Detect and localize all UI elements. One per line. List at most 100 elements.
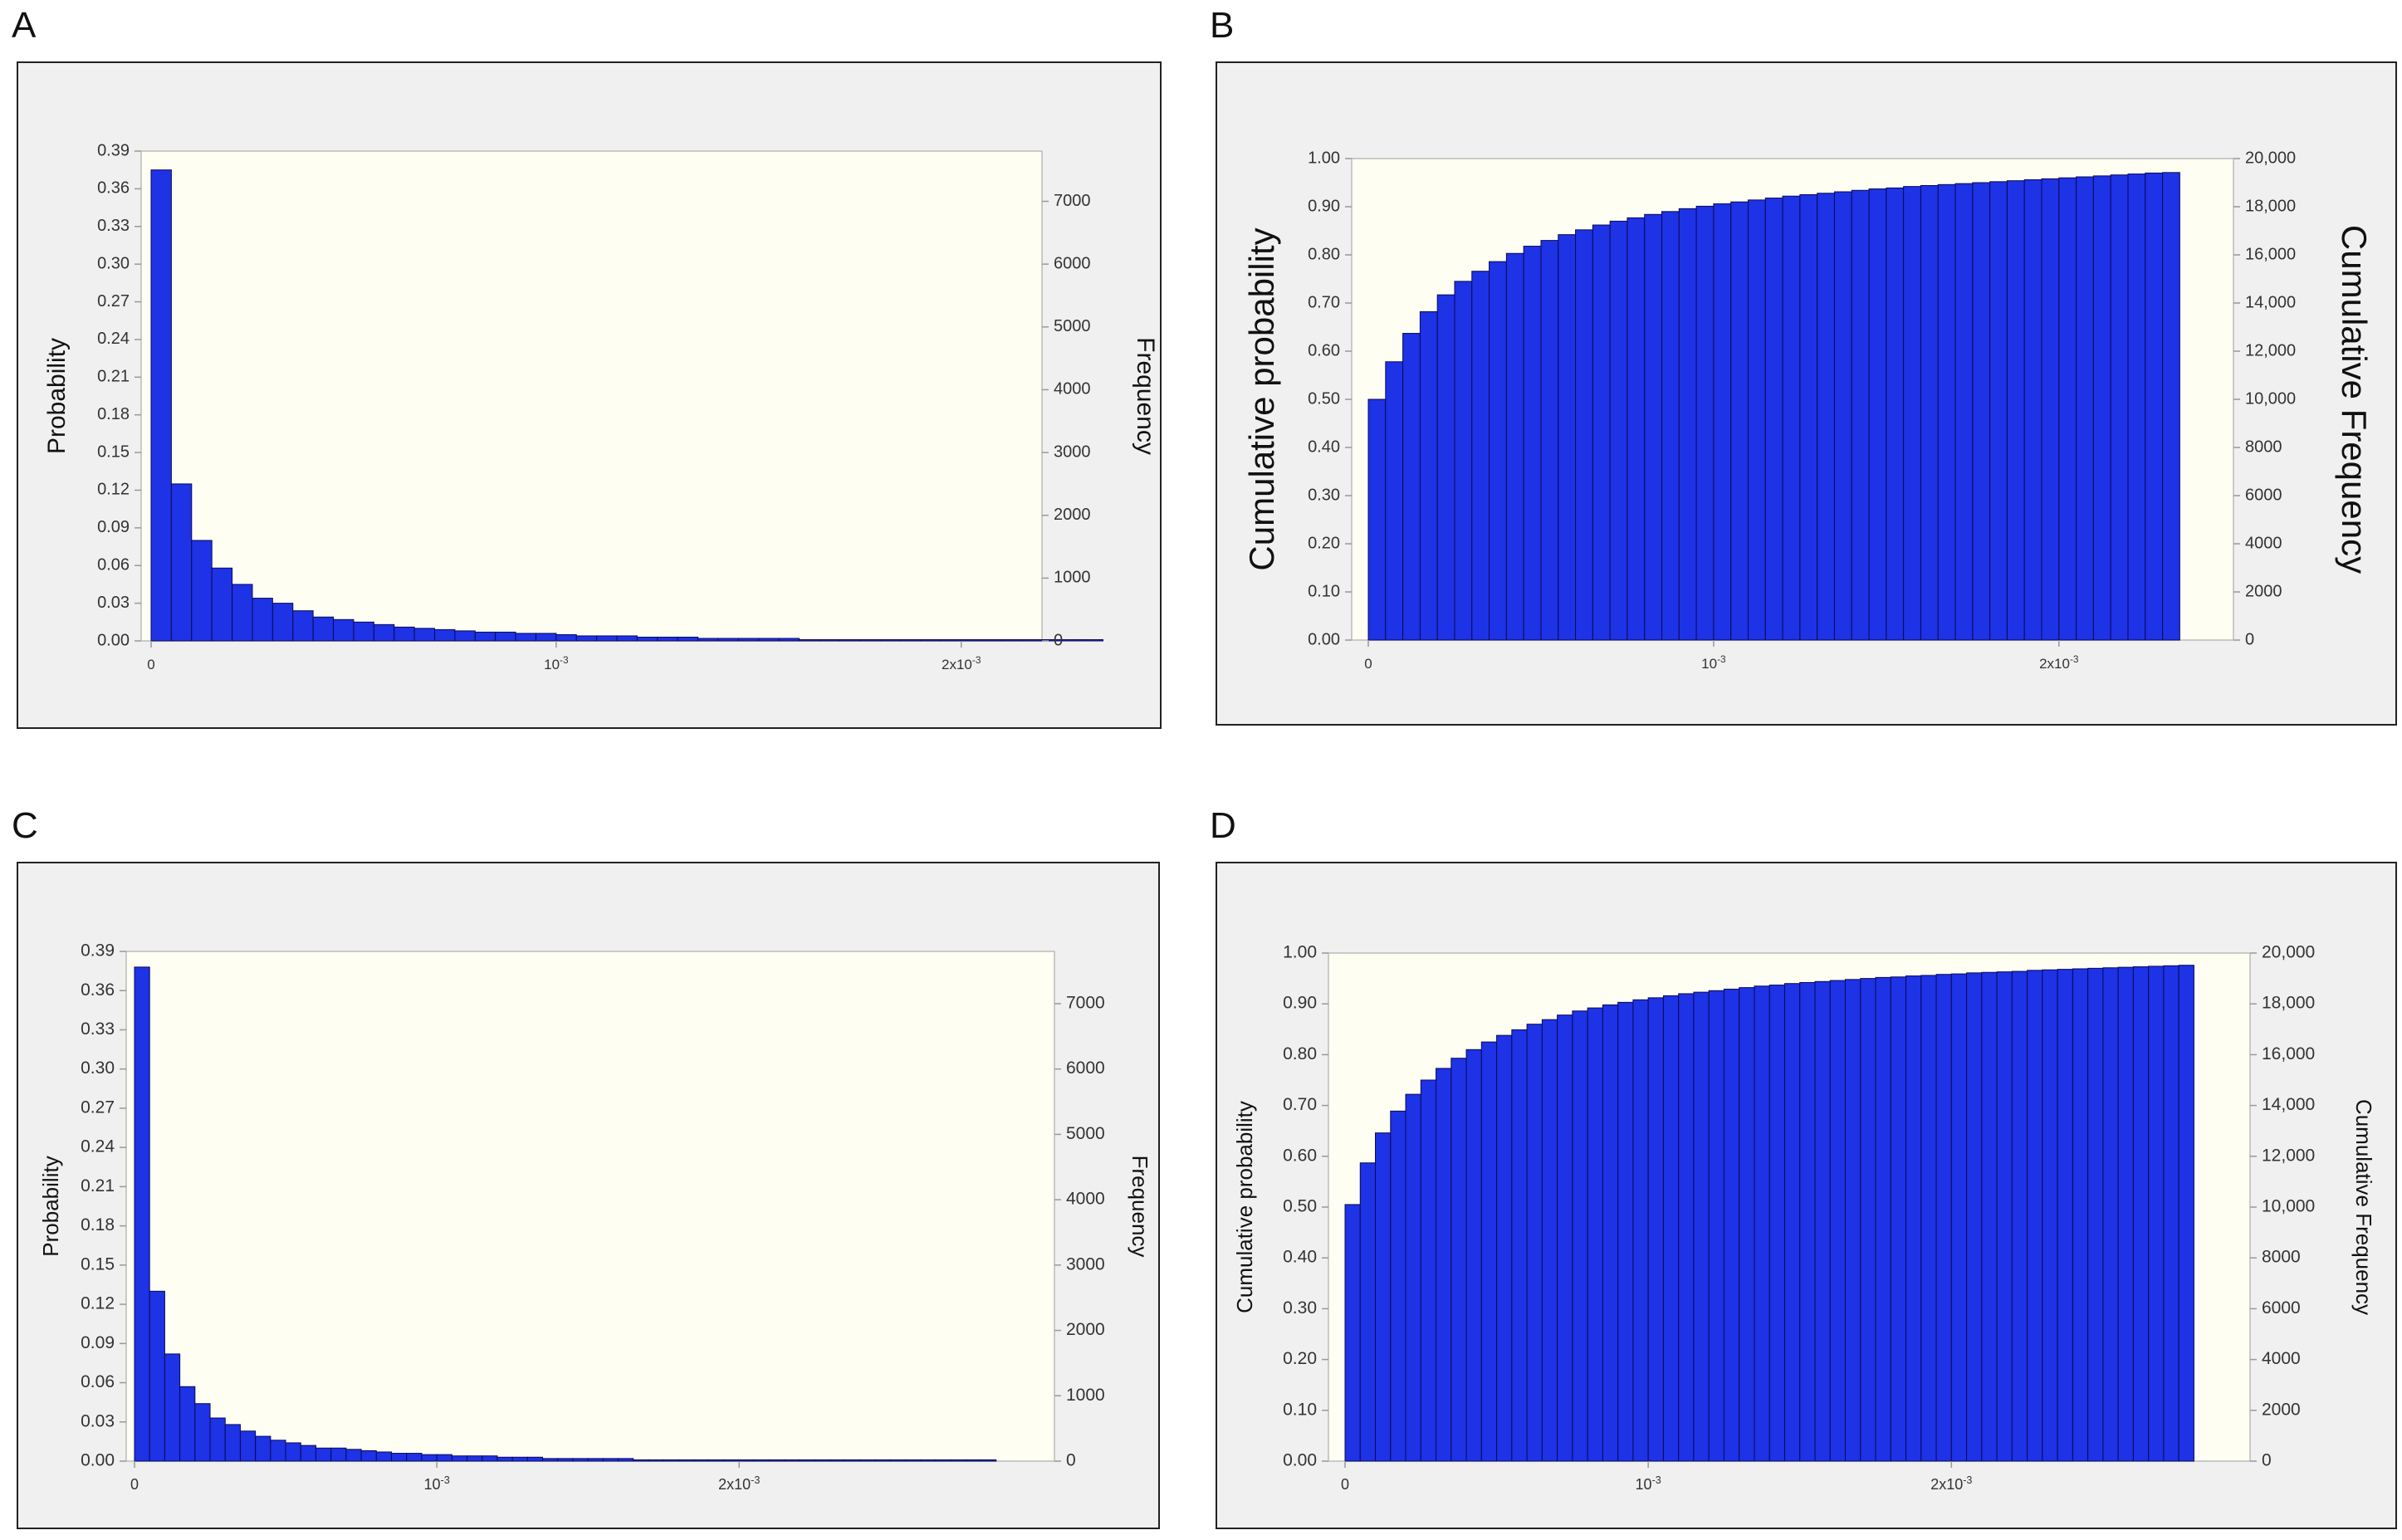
histogram-bar [134, 966, 150, 1462]
histogram-bar [2076, 176, 2094, 641]
histogram-bar [451, 1455, 468, 1462]
histogram-bar [738, 1459, 755, 1462]
y2-tick-label: 3000 [1054, 442, 1091, 461]
histogram-bar [879, 638, 902, 642]
histogram-bar [965, 1459, 982, 1462]
y-tick-label: 0.50 [1283, 1197, 1317, 1216]
histogram-bar [1644, 213, 1663, 641]
histogram-bar [1402, 333, 1421, 641]
x-tick-label: 0 [1364, 656, 1372, 672]
histogram-bar [697, 638, 719, 642]
histogram-bar [575, 635, 598, 642]
histogram-bar [950, 1459, 966, 1462]
histogram-bar [1617, 1001, 1634, 1462]
y-tick-label: 0.39 [81, 941, 115, 961]
histogram-bar [1557, 1014, 1573, 1462]
x-tick-label: 10-3 [544, 654, 569, 672]
x-tick-label: 2x10-3 [942, 654, 981, 672]
histogram-bar [1511, 1029, 1528, 1462]
histogram-bar [1575, 229, 1593, 641]
histogram-bar [2163, 965, 2179, 1462]
histogram-bar [1632, 999, 1649, 1462]
y2-tick-label: 12,000 [2262, 1146, 2315, 1165]
y-tick-label: 0.30 [1283, 1298, 1317, 1318]
histogram-bar [1489, 261, 1507, 641]
histogram-bar [2092, 175, 2111, 641]
histogram-bar [940, 638, 962, 642]
histogram-bar [2110, 174, 2129, 641]
histogram-bar [497, 1456, 513, 1462]
histogram-bar [889, 1459, 906, 1462]
histogram-bar [495, 631, 516, 642]
histogram-bar [2087, 967, 2104, 1462]
histogram-bar [874, 1459, 891, 1462]
y-tick-label: 0.15 [81, 1254, 115, 1274]
y-tick-label: 0.27 [97, 292, 130, 310]
histogram-bar [1989, 181, 2008, 641]
y-tick-label: 0.70 [1283, 1095, 1317, 1114]
histogram-bar [2006, 180, 2025, 641]
histogram-bar [2132, 966, 2150, 1462]
histogram-bar [616, 635, 638, 642]
histogram-bar [2102, 967, 2119, 1462]
histogram-bar [1021, 638, 1043, 642]
histogram-bar [557, 1458, 574, 1462]
y2-tick-label: 10,000 [2262, 1197, 2315, 1216]
y-tick-label: 0.00 [1308, 630, 1340, 648]
histogram-bar [1344, 1204, 1361, 1462]
y2-axis-title: Frequency [1128, 1156, 1152, 1258]
histogram-bar [1082, 638, 1103, 642]
y2-tick-label: 4000 [1054, 380, 1091, 398]
histogram-bar [1526, 1024, 1543, 1462]
histogram-bar [232, 584, 253, 642]
y-tick-label: 0.80 [1308, 245, 1340, 263]
histogram-bar [677, 636, 699, 642]
histogram-bar [799, 1459, 815, 1462]
histogram-bar [1001, 638, 1023, 642]
histogram-bar [1860, 978, 1876, 1462]
y-tick-label: 0.27 [81, 1098, 115, 1117]
x-tick-label: 0 [130, 1476, 139, 1493]
histogram-bar [1661, 211, 1680, 641]
histogram-bar [345, 1449, 362, 1462]
histogram-bar [555, 633, 577, 642]
histogram-bar [602, 1458, 619, 1462]
y-tick-label: 0.09 [97, 518, 130, 536]
y2-tick-label: 20,000 [2262, 943, 2315, 962]
y-tick-label: 0.30 [97, 254, 130, 272]
y-tick-label: 0.90 [1308, 197, 1340, 215]
chart-a-svg: 0.00 0.03 0.06 0.09 0.12 0.15 0.18 0.21 0.24 0.27… [43, 141, 1159, 672]
histogram-bar [406, 1453, 423, 1462]
histogram-bar [413, 628, 436, 642]
y-tick-label: 0.36 [97, 179, 130, 198]
y-tick-label: 0.39 [97, 141, 130, 159]
histogram-bar [394, 626, 415, 642]
y-tick-label: 1.00 [1283, 943, 1317, 962]
histogram-bar [844, 1459, 861, 1462]
histogram-bar [1972, 182, 1991, 641]
histogram-bar [723, 1459, 740, 1462]
histogram-bar [1592, 224, 1611, 641]
y-tick-label: 0.18 [97, 405, 130, 423]
histogram-bar [312, 616, 335, 642]
y-tick-label: 0.80 [1283, 1044, 1317, 1063]
y-tick-label: 0.18 [81, 1215, 115, 1234]
histogram-bar [618, 1458, 634, 1462]
y2-tick-label: 5000 [1054, 317, 1091, 335]
histogram-bar [360, 1450, 377, 1462]
histogram-bar [1695, 205, 1715, 641]
panel-letter-a: A [12, 5, 37, 46]
y2-tick-label: 0 [1054, 631, 1063, 649]
histogram-bar [1678, 993, 1695, 1462]
histogram-bar [1496, 1034, 1513, 1462]
histogram-bar [1367, 398, 1387, 641]
y2-axis-title: Cumulative Frequency [2351, 1099, 2376, 1315]
histogram-bar [935, 1459, 952, 1462]
y-tick-label: 0.20 [1283, 1349, 1317, 1368]
histogram-bar [981, 1459, 997, 1462]
y2-tick-label: 14,000 [2245, 293, 2296, 311]
y2-tick-label: 16,000 [2245, 245, 2296, 263]
histogram-bar [758, 638, 780, 642]
histogram-bar [799, 638, 820, 642]
y-tick-label: 0.10 [1283, 1400, 1317, 1419]
